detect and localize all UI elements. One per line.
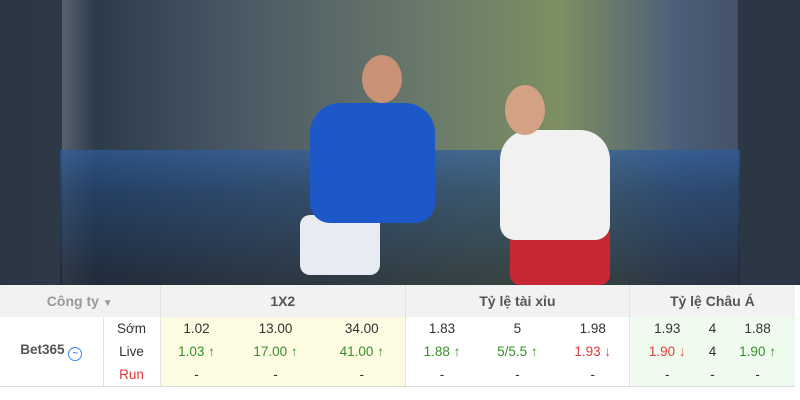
row-label: Run <box>103 363 161 387</box>
odds-cell-down: 1.93 ↓ <box>556 340 630 363</box>
odds-cell-up: 41.00 ↑ <box>318 340 407 363</box>
odds-cell: - <box>478 363 557 387</box>
player-blue <box>300 55 440 280</box>
odds-cell: 1.93 <box>629 317 705 340</box>
header-1x2: 1X2 <box>160 285 407 317</box>
bookmaker-name: Bet365 <box>20 341 65 357</box>
photo-blur-right <box>738 0 800 285</box>
odds-cell: 5 <box>513 321 522 336</box>
header-over-under: Tỷ lệ tài xỉu <box>405 285 630 317</box>
odds-cell: 1.02 <box>160 317 233 340</box>
odds-row-early: Bet365 ~ Sớm 1.02 13.00 34.00 1.83 5 1.9… <box>0 317 795 387</box>
header-asian: Tỷ lệ Châu Á <box>629 285 795 317</box>
odds-cell-up: 5/5.5 ↑ <box>497 344 538 359</box>
odds-cell: - <box>160 363 233 387</box>
odds-cell: 4 <box>704 340 721 363</box>
odds-cell-up: 17.00 ↑ <box>232 340 319 363</box>
football-match-photo <box>0 0 800 285</box>
odds-cell-up: 1.03 ↑ <box>160 340 233 363</box>
odds-table: Công ty ▼ 1X2 Tỷ lệ tài xỉu Tỷ lệ Châu Á… <box>0 285 795 387</box>
odds-cell-up: 1.88 ↑ <box>423 344 461 359</box>
odds-cell: - <box>629 363 705 387</box>
row-label: Sớm <box>103 317 161 340</box>
odds-cell: 1.98 <box>556 317 630 340</box>
odds-cell: 1.83 <box>428 321 456 336</box>
odds-cell: 4 <box>704 317 721 340</box>
odds-cell-up: 1.90 ↑ <box>720 340 795 363</box>
player-red-white <box>470 85 620 285</box>
odds-row-run: Run - - - - - - - - - <box>0 363 795 387</box>
odds-row-live: Live 1.03 ↑ 17.00 ↑ 41.00 ↑ 1.88 ↑ 5/5.5… <box>0 340 795 363</box>
bookmaker-cell[interactable]: Bet365 ~ <box>0 317 104 387</box>
odds-cell: 1.88 <box>720 317 795 340</box>
odds-header-row: Công ty ▼ 1X2 Tỷ lệ tài xỉu Tỷ lệ Châu Á <box>0 285 795 317</box>
photo-blur-left <box>0 0 62 285</box>
odds-cell: - <box>318 363 407 387</box>
odds-cell: 13.00 <box>232 317 319 340</box>
odds-cell: 34.00 <box>318 317 407 340</box>
odds-cell-down: 1.90 ↓ <box>629 340 705 363</box>
odds-cell: - <box>232 363 319 387</box>
odds-cell: - <box>720 363 795 387</box>
odds-cell: - <box>405 363 478 387</box>
company-label: Công ty <box>46 293 99 309</box>
odds-cell: - <box>556 363 630 387</box>
odds-cell: - <box>704 363 721 387</box>
row-label: Live <box>103 340 161 363</box>
caret-down-icon: ▼ <box>102 298 113 309</box>
trend-chart-icon[interactable]: ~ <box>68 346 83 361</box>
company-filter[interactable]: Công ty ▼ <box>0 285 161 317</box>
